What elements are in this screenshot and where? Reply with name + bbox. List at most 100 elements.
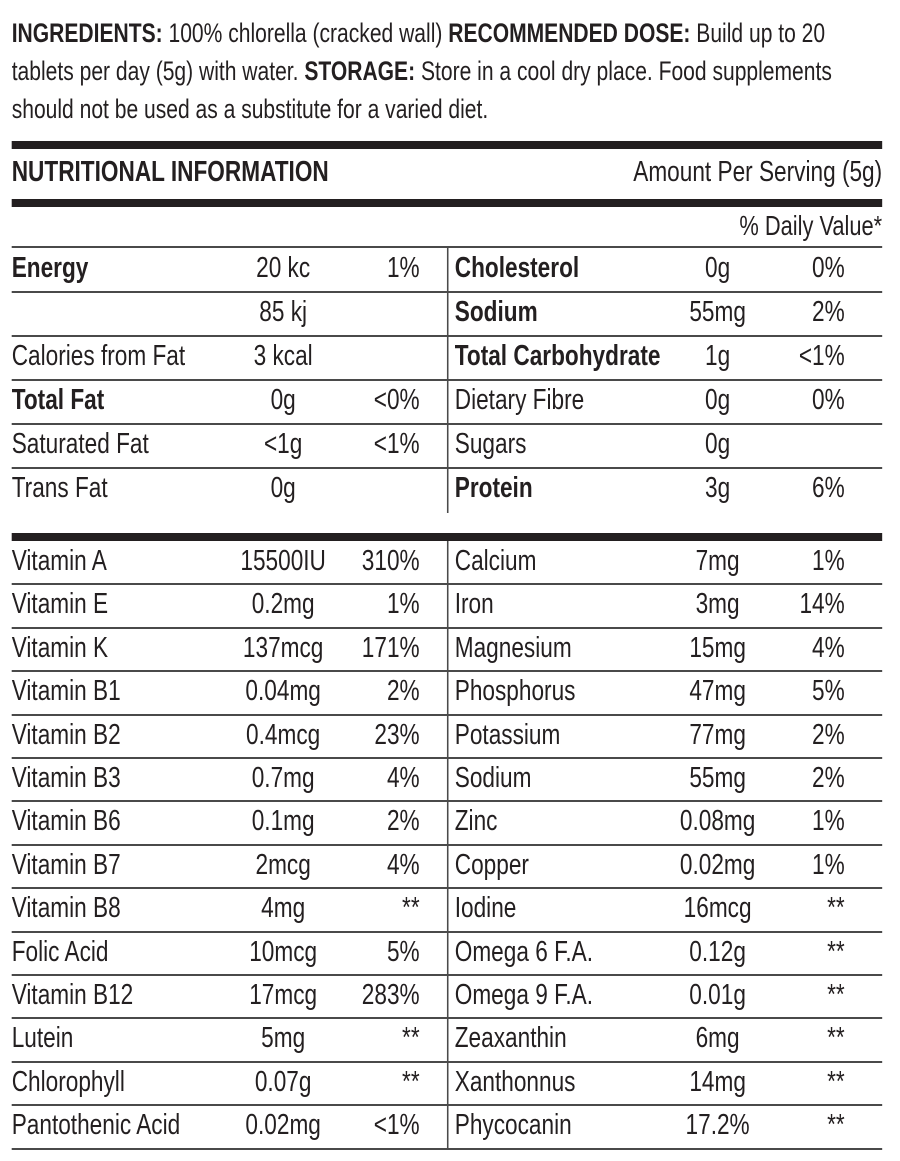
nutrient-name: Trans Fat	[11, 472, 108, 504]
nutrient-amount-text: 85 kj	[259, 296, 308, 328]
divider-thick	[11, 199, 883, 207]
nutrient-amount-text: 17.2%	[685, 1109, 750, 1142]
divider	[11, 800, 883, 803]
nutrient-pct: 4%	[386, 848, 420, 881]
nutrient-pct: 1%	[812, 805, 845, 838]
nutrient-name: Iron	[454, 588, 494, 621]
nutrient-row: Saturated Fat <1g <1% Sugars 0g	[12, 424, 882, 468]
nutrient-amount-text: 6mg	[695, 1022, 740, 1055]
nutrient-name: Pantothenic Acid	[11, 1109, 181, 1142]
nutrient-amount-text: 3g	[705, 472, 731, 504]
nutrient-name: Sodium	[454, 296, 538, 328]
nutrient-pct: 0%	[812, 252, 845, 284]
nutrient-row: Vitamin B1 0.04mg 2% Phosphorus 47mg 5%	[12, 671, 882, 715]
nutrient-amount-text: 16mcg	[683, 892, 752, 925]
nutrient-row: Vitamin K 137mcg 171% Magnesium 15mg 4%	[12, 628, 882, 672]
daily-value-heading: % Daily Value*	[739, 210, 883, 241]
divider	[11, 713, 883, 716]
divider	[11, 583, 883, 586]
nutrient-row: Pantothenic Acid 0.02mg <1% Phycocanin 17.2%…	[12, 1105, 882, 1149]
nutrient-pct: 1%	[386, 252, 420, 284]
nutrient-name: Vitamin B6	[11, 805, 121, 838]
product-info: INGREDIENTS: 100% chlorella (cracked wal…	[12, 14, 886, 128]
nutrient-amount-text: 47mg	[689, 675, 746, 708]
nutrient-amount-text: 0.12g	[689, 935, 746, 968]
divider	[11, 930, 883, 933]
nutrient-pct: 1%	[386, 588, 420, 621]
storage-label: STORAGE:	[304, 56, 416, 86]
nutrient-name: Total Carbohydrate	[454, 340, 661, 372]
nutrient-amount-text: 5mg	[261, 1022, 306, 1055]
nutrient-row: Vitamin B7 2mcg 4% Copper 0.02mg 1%	[12, 845, 882, 889]
nutrient-pct: **	[402, 892, 420, 925]
nutrient-name: Vitamin K	[11, 631, 109, 664]
nutrient-name: Lutein	[11, 1022, 74, 1055]
divider	[11, 379, 883, 381]
nutrient-name: Magnesium	[454, 631, 572, 664]
divider	[11, 843, 883, 846]
nutrient-amount-text: 2mcg	[255, 848, 311, 881]
nutrient-pct: **	[402, 1065, 420, 1098]
nutrient-amount-text: 3 kcal	[253, 340, 313, 372]
divider	[11, 757, 883, 759]
nutrient-row: Vitamin B12 17mcg 283% Omega 9 F.A. 0.01g **	[12, 975, 882, 1019]
nutrient-amount-text: 55mg	[689, 296, 746, 328]
section-title: NUTRITIONAL INFORMATION	[11, 156, 329, 188]
nutrient-name: Zeaxanthin	[454, 1022, 567, 1055]
ingredients-text: 100% chlorella (cracked wall)	[162, 18, 449, 48]
nutrient-pct: **	[827, 1065, 845, 1098]
nutrient-amount-text: 77mg	[689, 718, 746, 751]
nutrient-name: Protein	[454, 472, 533, 504]
nutrient-name: Zinc	[454, 805, 498, 838]
nutrient-name: Copper	[454, 848, 529, 881]
nutrient-name: Phosphorus	[454, 675, 576, 708]
nutrient-pct: 5%	[386, 935, 420, 968]
nutrient-row: Vitamin B8 4mg ** Iodine 16mcg **	[12, 888, 882, 932]
divider-thick	[11, 141, 883, 149]
nutrient-name: Folic Acid	[11, 935, 109, 968]
nutrient-amount-text: 0g	[705, 428, 731, 460]
nutrient-name: Energy	[11, 252, 89, 284]
nutrient-name: Vitamin B12	[11, 979, 134, 1011]
nutrient-row: Chlorophyll 0.07g ** Xanthonnus 14mg **	[12, 1062, 882, 1106]
nutrient-amount-text: 3mg	[695, 588, 740, 621]
nutrient-amount-text: 0.2mg	[251, 588, 315, 621]
nutrient-row: Lutein 5mg ** Zeaxanthin 6mg **	[12, 1018, 882, 1062]
nutrient-amount-text: 0.08mg	[679, 805, 756, 838]
nutrient-name: Dietary Fibre	[454, 384, 585, 416]
nutrient-name: Potassium	[454, 718, 561, 751]
nutrient-row: Vitamin B3 0.7mg 4% Sodium 55mg 2%	[12, 758, 882, 802]
nutrient-amount-text: 4mg	[261, 892, 306, 925]
divider	[11, 1060, 883, 1063]
nutrient-amount-text: 0.1mg	[251, 805, 315, 838]
nutrient-amount-text: 0g	[270, 472, 296, 504]
nutrient-name: Chlorophyll	[11, 1065, 125, 1098]
dose-text: Build up to 20 tablets per day (5g) with…	[11, 18, 826, 86]
nutrient-amount-text: 0.07g	[254, 1065, 312, 1098]
nutrient-amount-text: 15mg	[689, 631, 746, 664]
nutrient-amount-text: 0g	[705, 384, 731, 416]
nutrient-name: Omega 6 F.A.	[454, 935, 594, 968]
nutrient-row: Folic Acid 10mcg 5% Omega 6 F.A. 0.12g **	[12, 932, 882, 976]
nutrient-name: Vitamin B1	[11, 675, 121, 708]
storage-text: Store in a cool dry place. Food suppleme…	[11, 56, 832, 124]
nutrient-pct: 171%	[361, 631, 420, 664]
divider	[11, 1017, 883, 1020]
nutrient-name: Phycocanin	[454, 1109, 572, 1142]
nutrient-row: Calories from Fat 3 kcal Total Carbohydrat…	[12, 336, 882, 380]
divider	[11, 291, 883, 293]
divider	[11, 467, 883, 469]
nutrient-row: Total Fat 0g <0% Dietary Fibre 0g 0%	[12, 380, 882, 424]
nutrient-amount-text: 0.04mg	[245, 675, 321, 708]
nutrient-name: Omega 9 F.A.	[454, 979, 594, 1011]
nutrient-pct: <1%	[373, 428, 420, 460]
nutrient-pct: 283%	[361, 979, 420, 1011]
nutrient-amount-text: 55mg	[689, 762, 746, 794]
nutrient-name: Vitamin B8	[11, 892, 121, 925]
nutrient-pct: 2%	[812, 718, 845, 751]
nutrient-name: Xanthonnus	[454, 1065, 576, 1098]
nutrient-name: Sugars	[454, 428, 527, 460]
nutrient-pct: 0%	[812, 384, 845, 416]
nutrient-amount-text: 7mg	[695, 545, 740, 577]
nutrient-pct: 1%	[812, 545, 845, 577]
